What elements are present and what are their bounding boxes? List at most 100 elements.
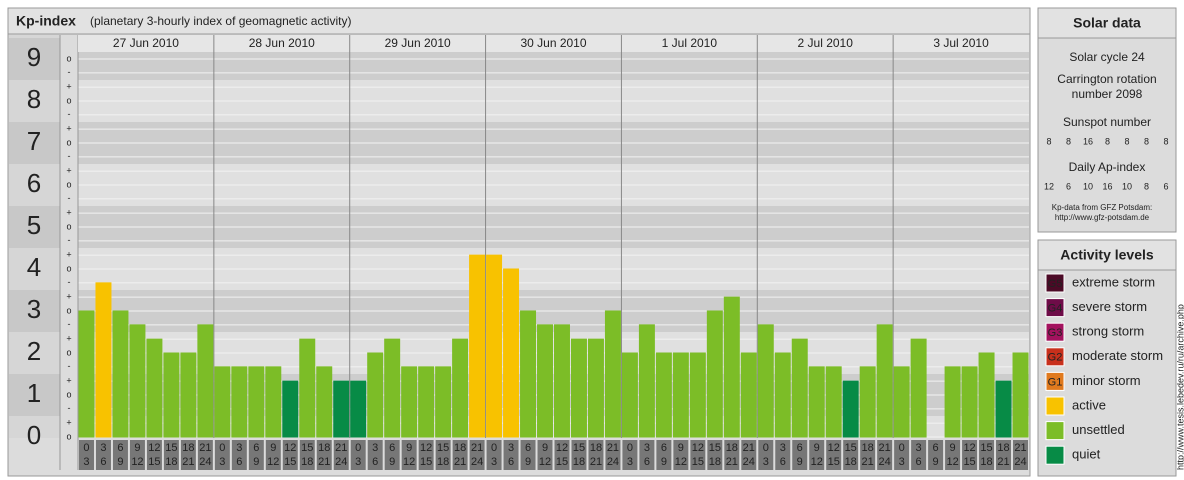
chart-title: Kp-index xyxy=(16,13,76,29)
time-to: 21 xyxy=(862,456,874,468)
legend-code: G2 xyxy=(1048,352,1063,364)
legend-label: quiet xyxy=(1072,447,1101,462)
time-from: 6 xyxy=(525,442,531,454)
bar xyxy=(757,324,774,438)
time-cell xyxy=(367,440,383,470)
time-cell xyxy=(741,440,757,470)
time-from: 6 xyxy=(253,442,259,454)
time-cell xyxy=(163,440,179,470)
time-cell xyxy=(282,440,298,470)
y-tick-label: 5 xyxy=(27,210,41,240)
minor-tick-label: - xyxy=(68,235,71,245)
time-from: 3 xyxy=(644,442,650,454)
time-to: 6 xyxy=(100,456,106,468)
legend-label: active xyxy=(1072,397,1106,412)
time-to: 3 xyxy=(899,456,905,468)
time-to: 12 xyxy=(946,456,958,468)
solar-title: Solar data xyxy=(1073,15,1141,31)
minor-tick-label: o xyxy=(66,347,71,357)
sunspot-numbers: 8 xyxy=(1105,136,1110,146)
time-from: 0 xyxy=(491,442,497,454)
time-cell xyxy=(826,440,842,470)
minor-tick-label: + xyxy=(66,376,71,386)
minor-tick-label: o xyxy=(66,179,71,189)
carrington: Carrington rotation xyxy=(1057,72,1156,86)
time-from: 9 xyxy=(678,442,684,454)
time-cell xyxy=(299,440,315,470)
time-from: 9 xyxy=(542,442,548,454)
bar xyxy=(978,352,995,438)
bar xyxy=(655,352,672,438)
bar xyxy=(876,324,893,438)
time-to: 18 xyxy=(573,456,585,468)
time-from: 3 xyxy=(100,442,106,454)
time-from: 0 xyxy=(627,442,633,454)
time-cell xyxy=(469,440,485,470)
minor-tick-label: o xyxy=(66,95,71,105)
time-from: 15 xyxy=(165,442,177,454)
time-to: 3 xyxy=(219,456,225,468)
time-cell xyxy=(520,440,536,470)
time-cell xyxy=(214,440,230,470)
time-to: 15 xyxy=(420,456,432,468)
bar xyxy=(78,310,95,438)
time-from: 3 xyxy=(916,442,922,454)
time-cell xyxy=(588,440,604,470)
bar xyxy=(570,338,587,438)
y-tick-label: 6 xyxy=(27,168,41,198)
time-from: 18 xyxy=(862,442,874,454)
time-to: 12 xyxy=(675,456,687,468)
time-cell xyxy=(860,440,876,470)
minor-tick-label: + xyxy=(66,124,71,134)
time-cell xyxy=(248,440,264,470)
time-from: 18 xyxy=(318,442,330,454)
time-from: 21 xyxy=(607,442,619,454)
date-label: 29 Jun 2010 xyxy=(385,36,451,50)
time-from: 0 xyxy=(83,442,89,454)
legend-code: G4 xyxy=(1048,303,1063,315)
levels-header xyxy=(1037,239,1177,271)
sunspot-label: Sunspot number xyxy=(1063,115,1151,129)
bar xyxy=(910,338,927,438)
bar xyxy=(435,366,452,438)
minor-tick-label: + xyxy=(66,250,71,260)
time-to: 15 xyxy=(556,456,568,468)
time-to: 21 xyxy=(454,456,466,468)
legend-label: strong storm xyxy=(1072,324,1144,339)
bar xyxy=(808,366,825,438)
time-from: 21 xyxy=(743,442,755,454)
bar xyxy=(95,282,112,438)
date-row xyxy=(78,35,1029,52)
time-cell xyxy=(979,440,995,470)
bar xyxy=(231,366,248,438)
time-to: 21 xyxy=(182,456,194,468)
date-label: 1 Jul 2010 xyxy=(662,36,718,50)
bar xyxy=(418,366,435,438)
time-cell xyxy=(435,440,451,470)
bar xyxy=(638,324,655,438)
time-from: 18 xyxy=(590,442,602,454)
source-url: http://www.gfz-potsdam.de xyxy=(1055,213,1150,222)
source: Kp-data from GFZ Potsdam: xyxy=(1052,203,1152,212)
time-from: 0 xyxy=(763,442,769,454)
time-to: 9 xyxy=(253,456,259,468)
legend-swatch xyxy=(1045,322,1065,342)
band xyxy=(9,122,60,164)
time-to: 18 xyxy=(709,456,721,468)
bar xyxy=(197,324,214,438)
time-from: 0 xyxy=(219,442,225,454)
ap-index: 6 xyxy=(1163,181,1168,191)
minor-tick-label: + xyxy=(66,82,71,92)
time-from: 15 xyxy=(709,442,721,454)
time-from: 18 xyxy=(182,442,194,454)
time-from: 3 xyxy=(236,442,242,454)
time-to: 24 xyxy=(471,456,483,468)
time-cell xyxy=(673,440,689,470)
time-from: 21 xyxy=(879,442,891,454)
time-to: 18 xyxy=(437,456,449,468)
time-cell xyxy=(894,440,910,470)
legend-swatch xyxy=(1045,421,1065,441)
time-cell xyxy=(843,440,859,470)
y-tick-label: 7 xyxy=(27,126,41,156)
